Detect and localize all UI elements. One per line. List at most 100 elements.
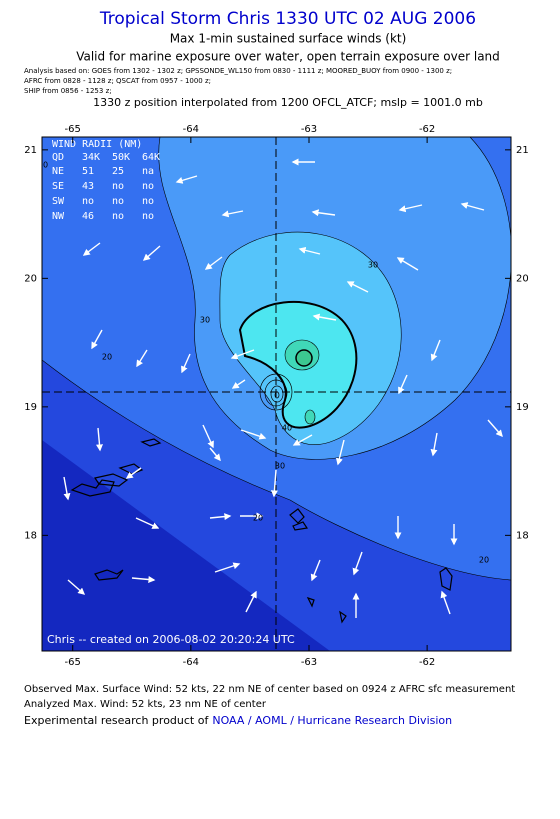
analyzed: Analyzed Max. Wind: 52 kts, 23 nm NE of …	[24, 699, 267, 710]
analysis-line: AFRC from 0828 - 1128 z; QSCAT from 0957…	[24, 77, 211, 85]
wind-vector	[131, 576, 156, 583]
wind-vector	[230, 349, 255, 360]
radii-cell: NW	[52, 211, 65, 222]
credit: Chris -- created on 2006-08-02 20:20:24 …	[47, 633, 295, 646]
contour-label: 30	[200, 316, 210, 325]
wind-vector	[398, 374, 408, 395]
lat-label: 18	[516, 530, 529, 541]
title: Tropical Storm Chris 1330 UTC 02 AUG 200…	[99, 9, 476, 29]
wind-vector	[398, 204, 423, 213]
wind-vector	[214, 562, 241, 573]
radii-header: 50K	[112, 152, 130, 163]
wind-vector	[298, 246, 321, 255]
validity: Valid for marine exposure over water, op…	[76, 50, 500, 64]
radii-cell: no	[142, 196, 154, 207]
lon-label: -62	[419, 657, 435, 668]
radii-cell: SW	[52, 196, 65, 207]
wind-vector	[270, 469, 278, 498]
band	[304, 409, 316, 425]
lon-label: -64	[183, 657, 199, 668]
wind-map: 30 30 20 40 30 20 20 20 WIND RADII (NM) QD 34K 50K…	[38, 137, 511, 651]
wind-vector	[245, 590, 257, 613]
lat-label: 21	[516, 145, 529, 156]
radii-cell: SE	[52, 181, 64, 192]
product-link[interactable]: NOAA / AOML / Hurricane Research Divisio…	[212, 714, 452, 727]
contour-label: 20	[102, 353, 112, 362]
lat-label: 19	[516, 402, 529, 413]
radii-cell: 51	[82, 166, 94, 177]
contour-label: 20	[479, 556, 489, 565]
wind-vector	[67, 579, 86, 595]
radii-cell: no	[112, 181, 124, 192]
radii-cell: no	[82, 196, 94, 207]
wind-vector	[181, 353, 191, 374]
subtitle: Max 1-min sustained surface winds (kt)	[170, 32, 407, 46]
wind-vector	[63, 476, 71, 501]
contour-label: 30	[275, 462, 285, 471]
radii-cell: no	[142, 211, 154, 222]
wind-vector	[335, 439, 345, 466]
wind-vector	[136, 349, 148, 368]
wind-vector	[240, 429, 267, 440]
wind-vector	[396, 257, 419, 271]
contour-label: 20	[253, 514, 263, 523]
observed: Observed Max. Surface Wind: 52 kts, 22 n…	[24, 684, 515, 695]
wind-vector	[221, 210, 244, 218]
wind-vector	[312, 313, 337, 321]
wind-vector	[311, 209, 336, 217]
wind-radii-table: WIND RADII (NM) QD 34K 50K 64K NE 51 25 na SE 43 no…	[52, 139, 160, 222]
wind-vector	[430, 432, 438, 457]
wind-vector	[82, 242, 101, 256]
wind-vector	[91, 329, 103, 350]
lon-label: -64	[183, 124, 199, 135]
lon-label: -65	[65, 657, 81, 668]
lon-label: -62	[419, 124, 435, 135]
radii-title: WIND RADII (NM)	[52, 139, 142, 150]
wind-vector	[430, 339, 441, 362]
wind-vector	[125, 467, 142, 479]
wind-vector	[487, 419, 503, 438]
wind-vector	[310, 559, 321, 582]
band	[295, 349, 313, 367]
coastline	[70, 438, 453, 624]
wind-vector	[204, 256, 223, 270]
wind-vector	[460, 202, 485, 211]
wind-vector	[231, 379, 246, 389]
position-note: 1330 z position interpolated from 1200 O…	[93, 96, 483, 109]
lat-label: 20	[516, 273, 529, 284]
radii-cell: NE	[52, 166, 64, 177]
lat-label: 20	[24, 273, 37, 284]
contour-label: 40	[282, 424, 292, 433]
wind-vector	[346, 281, 369, 293]
wind-vector	[175, 175, 198, 184]
product-prefix: Experimental research product of	[24, 714, 209, 727]
crosshair	[42, 137, 511, 651]
wind-vector	[292, 434, 313, 446]
wind-vector	[352, 551, 363, 576]
radii-cell: 46	[82, 211, 94, 222]
radii-header: 64K	[142, 152, 160, 163]
lat-label: 18	[24, 530, 37, 541]
radii-cell: no	[112, 196, 124, 207]
radii-cell: no	[142, 181, 154, 192]
radii-cell: 25	[112, 166, 124, 177]
map-frame	[41, 136, 512, 652]
product-line: Experimental research product of NOAA / A…	[24, 714, 452, 727]
lon-label: -65	[65, 124, 81, 135]
contour-label: 20	[38, 161, 48, 170]
wind-vector	[209, 447, 221, 462]
wind-vector	[142, 245, 161, 261]
wind-vector	[440, 590, 451, 615]
contour-labels: 30 30 20 40 30 20 20 20	[38, 161, 489, 565]
analysis-line: SHIP from 0856 - 1253 z;	[24, 87, 112, 95]
lat-label: 19	[24, 402, 37, 413]
analysis-line: Analysis based on: GOES from 1302 - 1302…	[24, 67, 452, 75]
contour-label: 30	[368, 261, 378, 270]
radii-cell: na	[142, 166, 154, 177]
wind-vector	[209, 513, 232, 521]
lon-label: -63	[301, 657, 317, 668]
lat-label: 21	[24, 145, 37, 156]
wind-vector	[96, 427, 103, 452]
